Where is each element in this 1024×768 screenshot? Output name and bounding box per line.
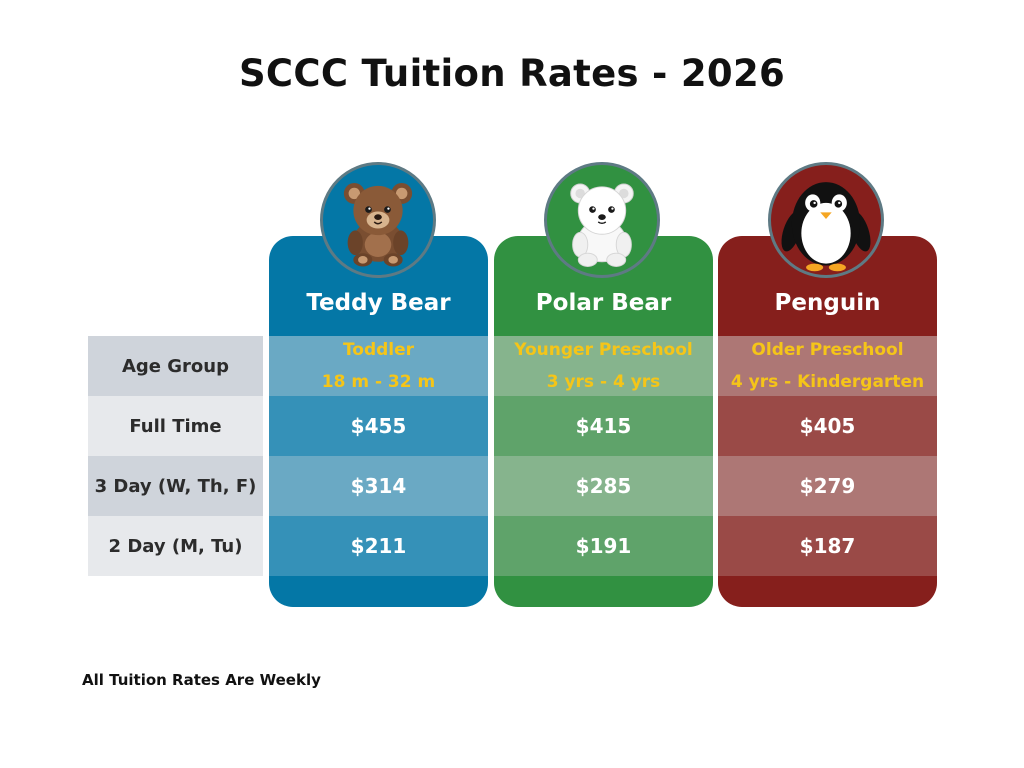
age-group-cell: Older Preschool 4 yrs - Kindergarten — [718, 336, 937, 396]
age-range: 18 m - 32 m — [321, 372, 436, 392]
age-group-name: Older Preschool — [751, 340, 904, 360]
column-teddy-bear: Teddy Bear Toddler 18 m - 32 m $455 $314… — [269, 236, 488, 607]
age-group-cell: Younger Preschool 3 yrs - 4 yrs — [494, 336, 713, 396]
age-range: 4 yrs - Kindergarten — [730, 372, 925, 392]
full-time-rate: $455 — [269, 396, 488, 456]
teddy-bear-icon — [320, 162, 436, 278]
row-label-age-group: Age Group — [88, 336, 263, 396]
age-group-name: Younger Preschool — [514, 340, 693, 360]
two-day-rate: $191 — [494, 516, 713, 576]
column-footer — [718, 576, 937, 607]
three-day-rate: $285 — [494, 456, 713, 516]
column-polar-bear: Polar Bear Younger Preschool 3 yrs - 4 y… — [494, 236, 713, 607]
penguin-icon — [768, 162, 884, 278]
three-day-rate: $279 — [718, 456, 937, 516]
column-header: Polar Bear — [535, 290, 672, 316]
footnote: All Tuition Rates Are Weekly — [82, 671, 321, 689]
row-label-three-day: 3 Day (W, Th, F) — [88, 456, 263, 516]
column-header: Teddy Bear — [306, 290, 451, 316]
row-label-full-time: Full Time — [88, 396, 263, 456]
two-day-rate: $187 — [718, 516, 937, 576]
age-group-name: Toddler — [342, 340, 415, 360]
page-title: SCCC Tuition Rates - 2026 — [238, 52, 786, 95]
age-range: 3 yrs - 4 yrs — [546, 372, 661, 392]
row-label-two-day: 2 Day (M, Tu) — [88, 516, 263, 576]
two-day-rate: $211 — [269, 516, 488, 576]
column-penguin: Penguin Older Preschool 4 yrs - Kinderga… — [718, 236, 937, 607]
column-footer — [494, 576, 713, 607]
polar-bear-icon — [544, 162, 660, 278]
full-time-rate: $415 — [494, 396, 713, 456]
full-time-rate: $405 — [718, 396, 937, 456]
three-day-rate: $314 — [269, 456, 488, 516]
age-group-cell: Toddler 18 m - 32 m — [269, 336, 488, 396]
column-header: Penguin — [774, 290, 881, 316]
column-footer — [269, 576, 488, 607]
